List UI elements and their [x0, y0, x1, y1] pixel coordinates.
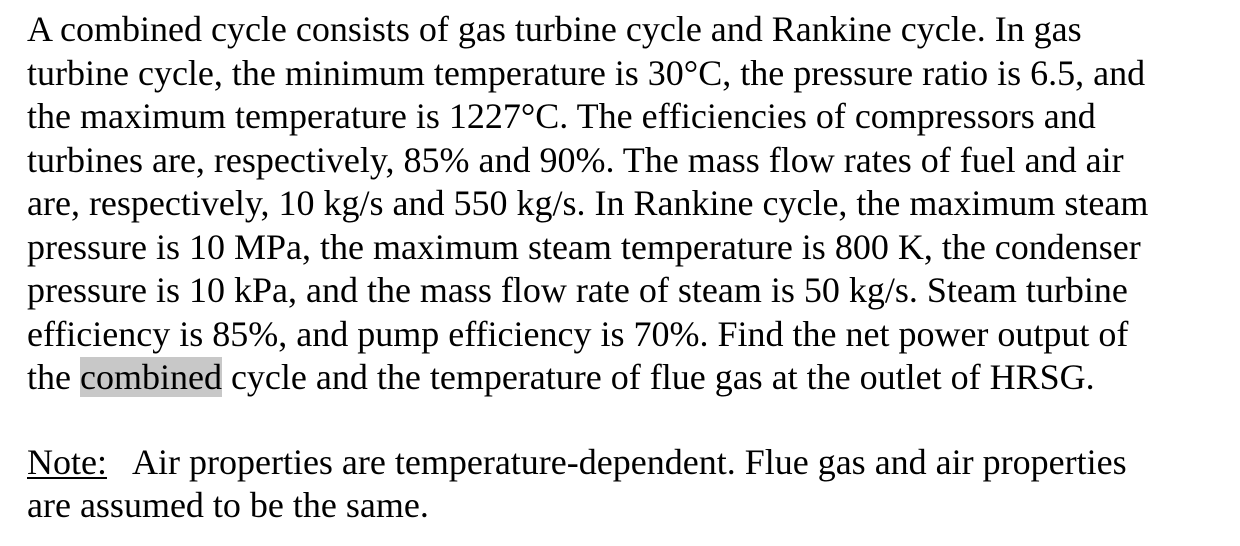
note-paragraph: Note: Air properties are temperature-dep…	[27, 441, 1227, 528]
problem-line-6: pressure is 10 MPa, the maximum steam te…	[27, 226, 1141, 267]
problem-line-9-start: the	[27, 357, 80, 397]
problem-line-9-end: cycle and the temperature of flue gas at…	[221, 357, 1095, 397]
problem-line-8: efficiency is 85%, and pump efficiency i…	[27, 313, 1129, 354]
selected-word-highlight[interactable]: combined	[79, 357, 222, 397]
problem-paragraph: A combined cycle consists of gas turbine…	[27, 8, 1227, 400]
problem-line-1: A combined cycle consists of gas turbine…	[27, 9, 1082, 49]
paragraph-spacer	[27, 400, 1227, 441]
note-label: Note:	[27, 441, 107, 482]
note-text-1: Air properties are temperature-dependent…	[106, 441, 1127, 482]
problem-line-2: turbine cycle, the minimum temperature i…	[27, 52, 1146, 93]
problem-line-7: pressure is 10 kPa, and the mass flow ra…	[27, 270, 1128, 310]
problem-line-3: the maximum temperature is 1227°C. The e…	[27, 96, 1096, 136]
problem-line-4: turbines are, respectively, 85% and 90%.…	[27, 139, 1124, 180]
note-line-2: are assumed to be the same.	[27, 485, 429, 525]
problem-line-5: are, respectively, 10 kg/s and 550 kg/s.…	[27, 183, 1149, 223]
note-line-1: Note: Air properties are temperature-dep…	[27, 441, 1227, 485]
problem-line-9: the combined cycle and the temperature o…	[27, 356, 1227, 400]
document-body: A combined cycle consists of gas turbine…	[27, 8, 1227, 528]
